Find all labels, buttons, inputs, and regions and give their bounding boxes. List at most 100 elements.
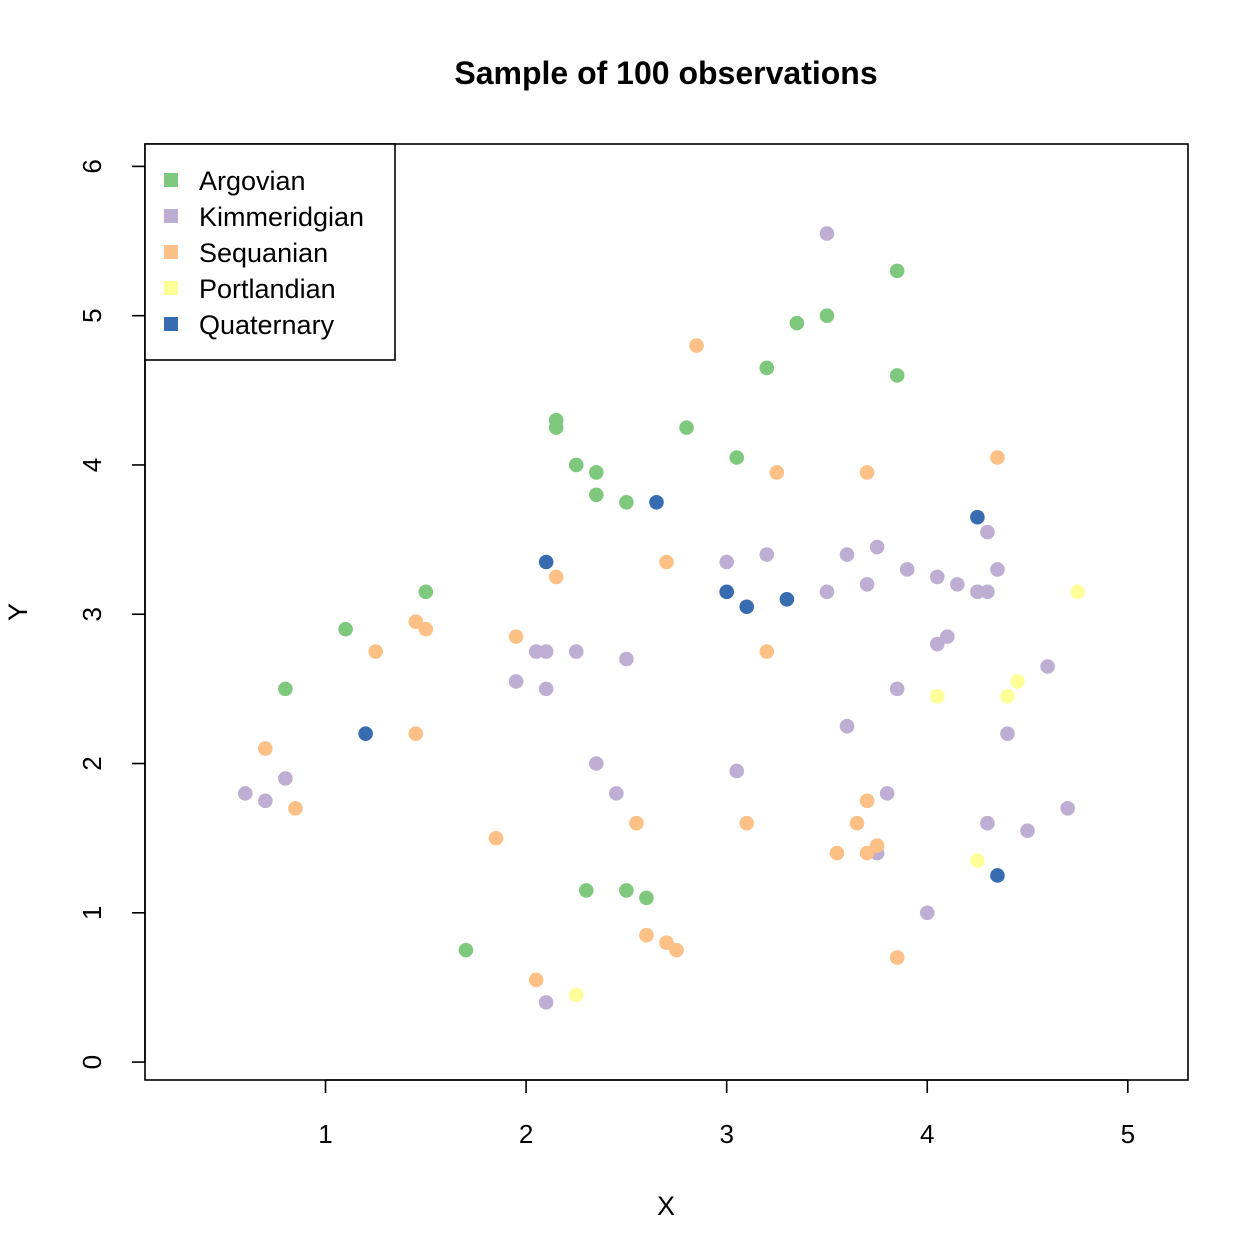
point-sequanian [769, 465, 785, 480]
point-kimmeridgian [929, 569, 945, 585]
point-kimmeridgian [719, 554, 734, 570]
point-kimmeridgian [839, 718, 855, 734]
point-kimmeridgian [980, 584, 995, 600]
legend-label: Kimmeridgian [199, 202, 364, 232]
x-tick-label: 5 [1121, 1119, 1135, 1149]
point-quaternary [538, 554, 554, 570]
point-kimmeridgian [819, 226, 835, 241]
point-kimmeridgian [990, 562, 1005, 577]
legend-swatch-quaternary [164, 317, 178, 331]
point-kimmeridgian [1040, 659, 1055, 674]
x-tick-label: 2 [519, 1119, 533, 1149]
point-portlandian [568, 987, 584, 1003]
point-quaternary [990, 868, 1005, 883]
point-sequanian [528, 972, 544, 988]
point-kimmeridgian [879, 786, 895, 801]
point-argovian [548, 420, 564, 435]
point-argovian [619, 883, 634, 898]
point-sequanian [889, 950, 905, 965]
point-sequanian [859, 465, 875, 480]
point-quaternary [358, 726, 373, 741]
point-argovian [679, 420, 694, 435]
legend-swatch-sequanian [164, 245, 178, 259]
point-kimmeridgian [980, 815, 995, 831]
point-argovian [729, 450, 745, 465]
point-sequanian [869, 838, 885, 853]
legend-swatch-kimmeridgian [164, 209, 178, 223]
legend-box [144, 143, 396, 361]
point-argovian [278, 681, 293, 697]
point-kimmeridgian [839, 547, 855, 562]
x-tick-label: 1 [318, 1119, 332, 1149]
y-tick-label: 0 [77, 1055, 107, 1069]
point-kimmeridgian [869, 539, 885, 555]
legend-label: Argovian [199, 166, 306, 196]
x-axis: 1 2 3 4 5 [318, 1079, 1135, 1149]
point-sequanian [418, 621, 434, 637]
data-points [237, 226, 1085, 1010]
point-argovian [759, 360, 775, 376]
point-sequanian [639, 927, 654, 943]
point-kimmeridgian [588, 756, 604, 771]
point-sequanian [408, 726, 424, 741]
y-tick-label: 6 [77, 159, 107, 173]
y-axis: 0 1 2 3 4 5 6 [77, 159, 146, 1069]
point-quaternary [779, 592, 795, 607]
point-quaternary [739, 599, 755, 615]
legend-label: Portlandian [199, 274, 336, 304]
point-argovian [789, 315, 805, 331]
point-kimmeridgian [278, 771, 293, 786]
point-quaternary [649, 494, 664, 510]
point-sequanian [859, 845, 875, 861]
point-argovian [639, 890, 654, 906]
legend-label: Quaternary [199, 310, 335, 340]
point-kimmeridgian [609, 786, 624, 801]
point-sequanian [689, 338, 704, 353]
point-argovian [578, 883, 594, 898]
point-argovian [619, 494, 634, 510]
point-kimmeridgian [258, 793, 273, 809]
point-argovian [418, 584, 434, 600]
point-kimmeridgian [819, 584, 835, 600]
point-kimmeridgian [889, 681, 905, 697]
point-portlandian [1070, 584, 1085, 600]
point-kimmeridgian [940, 629, 955, 644]
point-argovian [568, 457, 584, 473]
point-kimmeridgian [538, 681, 554, 697]
point-kimmeridgian [859, 577, 875, 592]
point-kimmeridgian [1020, 823, 1035, 838]
point-sequanian [829, 845, 845, 861]
point-kimmeridgian [929, 636, 945, 652]
point-kimmeridgian [568, 644, 584, 659]
point-sequanian [739, 815, 755, 831]
legend-swatch-argovian [164, 173, 178, 187]
point-kimmeridgian [950, 577, 965, 592]
y-tick-label: 4 [77, 458, 107, 472]
point-sequanian [990, 450, 1005, 465]
point-sequanian [629, 815, 644, 831]
point-portlandian [1000, 689, 1015, 704]
point-kimmeridgian [538, 644, 554, 659]
point-sequanian [368, 644, 383, 659]
point-sequanian [849, 815, 865, 831]
point-kimmeridgian [528, 644, 544, 659]
point-sequanian [659, 554, 674, 570]
x-tick-label: 3 [719, 1119, 733, 1149]
point-portlandian [929, 689, 945, 704]
point-sequanian [659, 935, 674, 950]
point-sequanian [759, 644, 775, 659]
point-kimmeridgian [619, 651, 634, 667]
point-sequanian [548, 569, 564, 585]
legend-label: Sequanian [199, 238, 328, 268]
point-kimmeridgian [1060, 801, 1075, 816]
point-kimmeridgian [919, 905, 935, 921]
point-kimmeridgian [508, 674, 524, 689]
point-kimmeridgian [899, 562, 915, 577]
point-sequanian [408, 614, 424, 630]
point-kimmeridgian [237, 786, 253, 801]
point-sequanian [669, 942, 684, 958]
y-tick-label: 2 [77, 756, 107, 770]
point-kimmeridgian [1000, 726, 1015, 741]
point-portlandian [970, 853, 985, 868]
